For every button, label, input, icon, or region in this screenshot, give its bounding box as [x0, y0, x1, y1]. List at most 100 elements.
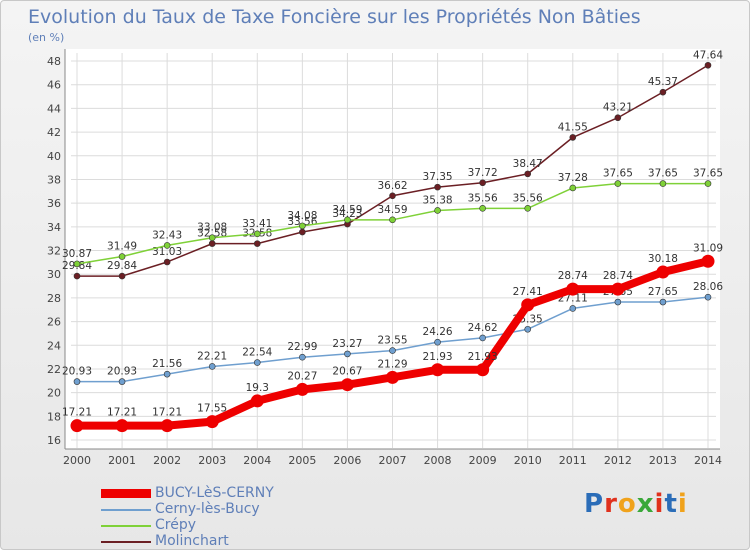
data-label: 21.56 [152, 358, 182, 370]
data-label: 20.93 [107, 366, 137, 378]
data-point [118, 272, 126, 280]
y-tick-label: 28 [47, 292, 61, 305]
data-label: 34.59 [332, 204, 362, 216]
data-point [253, 240, 261, 247]
data-point [524, 325, 532, 333]
data-point [569, 134, 577, 141]
data-point [344, 216, 351, 224]
data-point [389, 347, 396, 354]
data-label: 33.08 [197, 222, 227, 234]
x-tick-label: 2013 [649, 454, 677, 467]
data-point [701, 254, 715, 268]
data-point [431, 363, 445, 377]
x-tick-label: 2006 [333, 454, 361, 467]
data-point [208, 240, 216, 247]
data-point [659, 298, 667, 306]
y-axis-unit-label: (en %) [28, 31, 65, 44]
data-point [614, 298, 622, 306]
data-label: 17.21 [152, 407, 182, 419]
legend-swatch-crepy [101, 525, 151, 527]
logo-letter: o [617, 489, 637, 519]
y-tick-label: 44 [47, 102, 61, 115]
chart-title: Evolution du Taux de Taxe Foncière sur l… [28, 6, 641, 28]
data-point [208, 363, 216, 370]
data-point [479, 205, 486, 212]
data-point [524, 205, 532, 212]
data-label: 37.65 [648, 168, 678, 180]
x-tick-label: 2012 [604, 454, 632, 467]
data-label: 27.41 [513, 286, 543, 298]
legend-swatch-bucy [101, 489, 151, 498]
data-label: 21.93 [423, 351, 453, 363]
y-tick-label: 38 [47, 173, 61, 186]
logo-letter: P [584, 489, 605, 519]
data-label: 20.27 [287, 370, 317, 382]
data-point [569, 305, 577, 312]
data-label: 31.09 [693, 242, 723, 254]
data-point [704, 61, 712, 69]
data-point [389, 192, 396, 200]
data-label: 28.06 [693, 281, 723, 293]
data-label: 34.59 [377, 204, 407, 216]
y-tick-label: 40 [47, 150, 61, 163]
data-point [659, 88, 667, 96]
y-tick-label: 16 [47, 434, 61, 447]
data-label: 27.65 [648, 286, 678, 298]
data-point [118, 253, 126, 260]
data-point [73, 272, 81, 280]
data-label: 41.55 [558, 121, 588, 133]
data-point [250, 394, 264, 408]
data-point [73, 378, 81, 385]
legend-label-crepy: Crépy [155, 517, 197, 533]
x-tick-label: 2000 [63, 454, 91, 467]
data-label: 35.56 [513, 192, 543, 204]
data-point [704, 293, 712, 301]
logo-letter: r [604, 489, 618, 519]
data-point [299, 353, 306, 361]
data-label: 32.43 [152, 229, 182, 241]
data-label: 34.08 [287, 210, 317, 222]
data-label: 21.29 [377, 358, 407, 370]
data-label: 35.56 [468, 192, 498, 204]
y-tick-label: 18 [47, 410, 61, 423]
data-point [253, 359, 261, 366]
data-point [340, 378, 354, 392]
data-point [389, 216, 396, 224]
data-point [704, 180, 712, 187]
data-label: 20.67 [332, 366, 362, 378]
legend-swatch-cerny [101, 509, 151, 511]
y-tick-label: 32 [47, 245, 61, 258]
data-point [479, 179, 486, 187]
data-label: 37.72 [468, 167, 498, 179]
data-point [253, 230, 261, 238]
logo-letter: i [654, 489, 665, 519]
x-tick-label: 2001 [108, 454, 136, 467]
data-label: 45.37 [648, 76, 678, 88]
data-point [566, 282, 580, 296]
data-label: 23.55 [377, 335, 407, 347]
data-label: 17.21 [107, 407, 137, 419]
proxiti-logo: Proxiti [584, 489, 688, 519]
data-point [614, 180, 622, 187]
data-label: 21.93 [468, 351, 498, 363]
data-point [434, 207, 441, 214]
data-label: 33.41 [242, 218, 272, 230]
logo-letter: t [664, 489, 678, 519]
x-tick-label: 2008 [424, 454, 452, 467]
data-label: 20.93 [62, 366, 92, 378]
x-tick-label: 2005 [288, 454, 316, 467]
data-point [295, 382, 309, 396]
data-point [299, 228, 306, 236]
data-label: 19.3 [246, 382, 269, 394]
data-point [476, 363, 490, 377]
data-label: 35.38 [423, 194, 453, 206]
data-label: 30.18 [648, 253, 678, 265]
y-tick-label: 24 [47, 339, 61, 352]
y-tick-label: 34 [47, 221, 61, 234]
data-label: 37.28 [558, 172, 588, 184]
x-tick-label: 2004 [243, 454, 271, 467]
data-label: 31.03 [152, 246, 182, 258]
data-point [208, 234, 216, 242]
